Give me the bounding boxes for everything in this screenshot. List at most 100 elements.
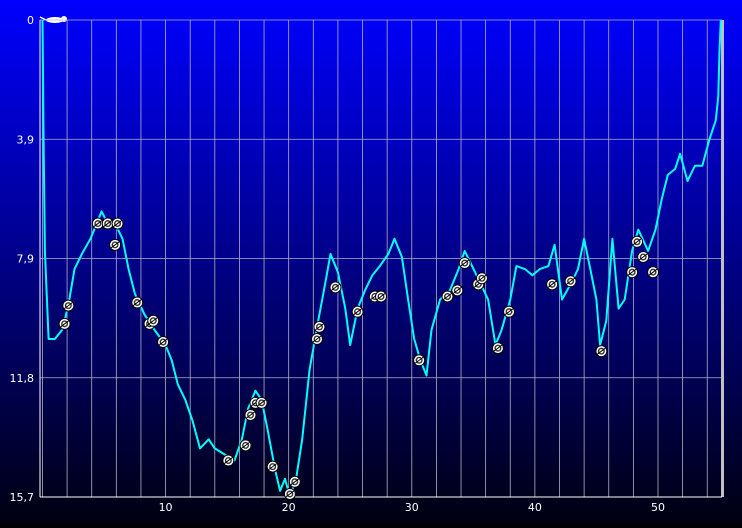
event-icon-stroke (224, 457, 233, 464)
event-marker (647, 266, 660, 279)
event-icon-stroke (443, 293, 452, 300)
event-marker (503, 305, 516, 318)
x-tick-label: 50 (651, 501, 665, 514)
event-marker (222, 454, 235, 467)
event-icon-inner (633, 238, 641, 246)
event-marker (283, 487, 296, 500)
event-icon-stroke (566, 277, 575, 285)
event-marker (147, 314, 160, 327)
event-icon-inner (149, 317, 157, 325)
event-icon-stroke (638, 253, 648, 261)
event-icon-stroke (353, 308, 362, 316)
event-marker (595, 345, 608, 358)
event-icon-inner (567, 277, 575, 285)
event-icon-inner (269, 463, 277, 471)
event-icon-inner (639, 253, 647, 261)
event-marker (131, 296, 144, 309)
event-icon-stroke (268, 463, 277, 471)
event-icon-stroke (504, 308, 514, 316)
event-marker (451, 284, 464, 297)
event-icon-inner (354, 308, 362, 316)
event-icon-inner (133, 299, 141, 307)
event-icon-inner (291, 478, 299, 486)
x-tick-label: 20 (282, 501, 296, 514)
event-marker (413, 354, 426, 367)
y-tick-label: 15,7 (10, 491, 35, 504)
right-edge (721, 20, 724, 497)
event-icon-inner (224, 457, 232, 465)
event-marker (313, 320, 326, 333)
event-icon-stroke (113, 220, 122, 227)
event-marker (288, 475, 301, 488)
event-icon-stroke (477, 274, 487, 282)
event-icon-stroke (257, 399, 266, 407)
event-icon-inner (461, 259, 469, 267)
event-icon-inner (494, 344, 502, 352)
event-icon-stroke (331, 283, 340, 291)
event-icon-inner (478, 274, 486, 282)
event-icon-stroke (158, 338, 168, 346)
event-icon-stroke (110, 241, 120, 249)
y-tick-label: 3,9 (17, 133, 35, 146)
y-tick-label: 11,8 (10, 372, 35, 385)
event-icon-stroke (93, 220, 103, 227)
event-marker (111, 217, 124, 230)
event-marker (475, 272, 488, 285)
event-icon-stroke (103, 220, 113, 227)
y-tick-label: 7,9 (17, 253, 35, 266)
event-icon-stroke (315, 323, 324, 331)
event-icon-stroke (148, 317, 158, 325)
event-marker (626, 266, 639, 279)
x-tick-label: 10 (159, 501, 173, 514)
event-marker (631, 235, 644, 248)
event-icon-inner (377, 292, 385, 300)
event-marker (329, 281, 342, 294)
event-icon-inner (242, 441, 250, 449)
event-icon-stroke (453, 287, 462, 294)
event-icon-inner (628, 268, 636, 276)
event-icon-inner (61, 320, 69, 328)
event-icon-stroke (597, 347, 606, 355)
event-marker (637, 250, 650, 263)
event-marker (239, 439, 252, 452)
event-icon-inner (258, 399, 266, 407)
event-icon-stroke (246, 411, 255, 419)
event-marker (157, 336, 170, 349)
event-icon-stroke (547, 280, 557, 288)
event-marker (546, 278, 559, 291)
event-icon-stroke (632, 238, 642, 246)
event-marker (62, 299, 75, 312)
event-icon-stroke (60, 320, 69, 328)
event-icon-inner (111, 241, 119, 249)
event-marker (458, 257, 471, 270)
event-icon-inner (443, 292, 451, 300)
event-icon-stroke (285, 490, 295, 498)
event-icon-inner (597, 347, 605, 355)
event-icon-stroke (312, 335, 322, 343)
event-icon-stroke (290, 478, 300, 486)
event-marker (58, 317, 71, 330)
event-icon-inner (247, 411, 255, 419)
event-icon-stroke (414, 356, 424, 364)
event-icon-stroke (376, 293, 386, 300)
event-marker (244, 408, 257, 421)
event-marker (255, 396, 268, 409)
event-icon-inner (94, 220, 102, 228)
event-marker (564, 275, 577, 288)
event-icon-inner (453, 286, 461, 294)
event-marker (441, 290, 454, 303)
x-tick-label: 40 (528, 501, 542, 514)
event-icon-inner (114, 220, 122, 228)
event-icon-stroke (627, 268, 637, 276)
event-marker (375, 290, 387, 303)
x-tick-label: 30 (405, 501, 419, 514)
event-icon-inner (548, 280, 556, 288)
event-icon-stroke (493, 344, 503, 352)
event-icon-stroke (460, 259, 470, 267)
event-icon-inner (64, 302, 72, 310)
event-icon-inner (315, 323, 323, 331)
event-marker (109, 238, 122, 251)
